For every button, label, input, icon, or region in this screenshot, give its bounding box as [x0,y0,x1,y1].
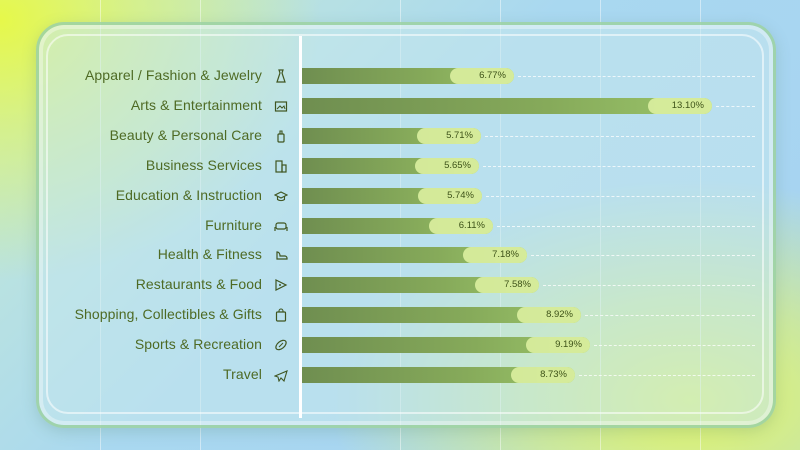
data-label: 6.11% [429,218,493,234]
data-label: 7.58% [475,277,539,293]
row-guide-line [531,255,755,256]
data-label: 6.77% [450,68,514,84]
shopping-bag-icon [273,307,289,323]
category-label: Sports & Recreation [134,336,262,352]
row-guide-line [579,375,755,376]
building-icon [273,158,289,174]
data-label: 7.18% [463,247,527,263]
row-guide-line [585,315,755,316]
row-guide-line [485,136,755,137]
category-label: Beauty & Personal Care [109,127,262,143]
row-guide-line [497,226,755,227]
category-label: Furniture [205,217,262,233]
sofa-icon [273,218,289,234]
row-guide-line [543,285,755,286]
perfume-icon [273,128,289,144]
row-guide-line [518,76,755,77]
dumbbell-icon [273,247,289,263]
category-label: Arts & Entertainment [130,97,262,113]
bar [302,367,575,383]
data-label: 5.65% [415,158,479,174]
data-label: 9.19% [526,337,590,353]
row-guide-line [716,106,755,107]
data-label: 8.73% [511,367,575,383]
row-guide-line [594,345,755,346]
pizza-slice-icon [273,277,289,293]
football-icon [273,337,289,353]
y-axis-line [299,36,302,418]
data-label: 8.92% [517,307,581,323]
category-label: Business Services [145,157,262,173]
data-label: 5.71% [417,128,481,144]
bar [302,337,590,353]
chart-card-inner-border [46,34,764,414]
graduation-cap-icon [273,188,289,204]
category-label: Travel [223,366,262,382]
data-label: 13.10% [648,98,712,114]
data-label: 5.74% [418,188,482,204]
category-label: Restaurants & Food [135,276,262,292]
category-label: Shopping, Collectibles & Gifts [74,306,262,322]
row-guide-line [486,196,755,197]
category-label: Apparel / Fashion & Jewelry [84,67,262,83]
row-guide-line [483,166,755,167]
airplane-icon [273,367,289,383]
bar [302,98,712,114]
dress-icon [273,68,289,84]
picture-frame-icon [273,98,289,114]
bar [302,307,581,323]
category-label: Health & Fitness [157,246,262,262]
category-label: Education & Instruction [115,187,262,203]
